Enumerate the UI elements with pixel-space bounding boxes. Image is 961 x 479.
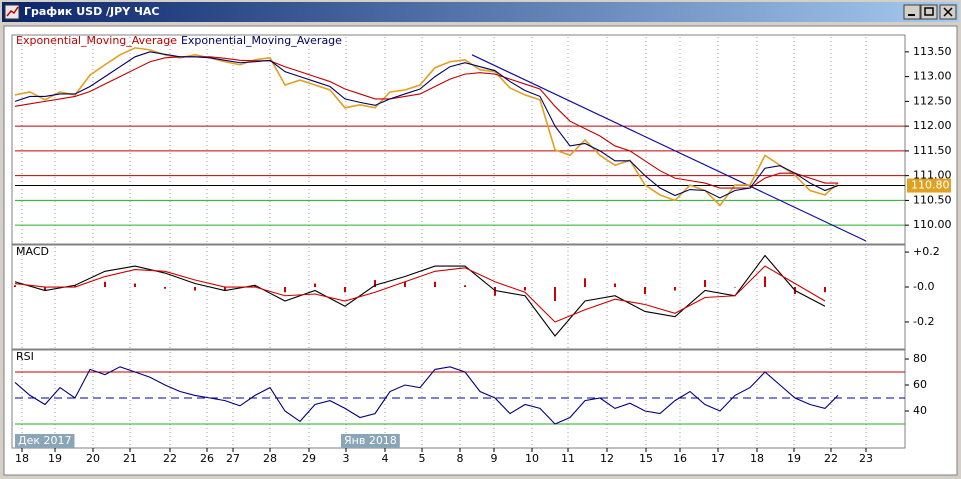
y-tick-label: +0.2 <box>913 245 940 258</box>
series-line <box>14 56 838 189</box>
title-bar <box>2 2 959 22</box>
histogram-bar <box>254 285 256 288</box>
histogram-bar <box>584 278 586 288</box>
y-tick-label: 40 <box>913 404 927 417</box>
series-line <box>14 265 826 323</box>
histogram-bar <box>704 280 706 288</box>
maximize-button[interactable] <box>920 4 938 20</box>
histogram-bar <box>134 283 136 288</box>
minimize-button[interactable] <box>903 4 921 20</box>
last-value-box <box>907 178 951 193</box>
histogram-bar <box>74 285 76 288</box>
x-tick-label: 12 <box>600 452 614 465</box>
window-buttons[interactable] <box>903 4 957 20</box>
y-tick-label: -0.0 <box>913 280 934 293</box>
x-tick-label: 23 <box>859 452 873 465</box>
y-tick-label: 112.00 <box>913 119 952 132</box>
app-icon-line <box>6 6 19 17</box>
histogram-bar <box>524 287 526 291</box>
histogram-bar <box>494 287 496 296</box>
y-tick-label: -0.2 <box>913 315 934 328</box>
panel <box>11 34 906 245</box>
x-tick-label: 22 <box>163 452 177 465</box>
histogram-bar <box>194 287 196 291</box>
x-tick-label: 18 <box>15 452 29 465</box>
x-tick-label: 28 <box>263 452 277 465</box>
series-line <box>14 254 826 337</box>
chart-area <box>3 25 958 476</box>
x-tick-label: 18 <box>750 452 764 465</box>
histogram-bar <box>614 283 616 288</box>
period-label: Дек 2017 <box>18 434 72 447</box>
x-tick-label: 22 <box>824 452 838 465</box>
legend-entry: Exponential_Moving_Average <box>16 34 177 47</box>
trendline <box>471 54 867 242</box>
histogram-bar <box>284 287 286 293</box>
x-tick-label: 21 <box>123 452 137 465</box>
x-tick-label: 10 <box>525 452 539 465</box>
histogram-bar <box>404 281 406 288</box>
y-tick-label: 113.50 <box>913 45 952 58</box>
x-tick-label: 19 <box>787 452 801 465</box>
y-tick-label: 112.50 <box>913 94 952 107</box>
histogram-bar <box>224 287 226 291</box>
histogram-bar <box>44 287 46 291</box>
histogram-bar <box>764 276 766 288</box>
x-tick-label: 8 <box>457 452 464 465</box>
series-line <box>14 47 839 207</box>
series-line <box>14 366 839 425</box>
series-line <box>14 51 839 199</box>
x-tick-label: 5 <box>419 452 426 465</box>
period-label-box <box>15 434 75 448</box>
histogram-bar <box>734 287 736 288</box>
x-tick-label: 11 <box>561 452 575 465</box>
x-tick-label: 27 <box>226 452 240 465</box>
histogram-bar <box>164 287 166 289</box>
y-tick-label: 60 <box>913 378 927 391</box>
histogram-bar <box>464 285 466 288</box>
panel <box>11 244 906 350</box>
histogram-bar <box>434 281 436 288</box>
period-label-box <box>341 434 400 448</box>
histogram-bar <box>314 283 316 288</box>
histogram-bar <box>344 287 346 293</box>
x-tick-label: 3 <box>343 452 350 465</box>
y-tick-label: 113.00 <box>913 70 952 83</box>
histogram-bar <box>674 287 676 291</box>
y-tick-label: 110.00 <box>913 218 952 231</box>
y-tick-label: 111.50 <box>913 144 952 157</box>
window-title: График USD /JPY ЧАС <box>24 5 159 18</box>
close-icon <box>943 7 953 17</box>
histogram-bar <box>824 287 826 293</box>
x-tick-label: 9 <box>491 452 498 465</box>
x-tick-label: 4 <box>382 452 389 465</box>
y-tick-label: 80 <box>913 352 927 365</box>
x-tick-label: 16 <box>673 452 687 465</box>
histogram-bar <box>14 285 16 288</box>
histogram-bar <box>644 287 646 295</box>
x-tick-label: 19 <box>48 452 62 465</box>
legend-entry: Exponential_Moving_Average <box>181 34 342 47</box>
x-tick-label: 17 <box>711 452 725 465</box>
maximize-icon <box>924 7 934 16</box>
x-tick-label: 20 <box>86 452 100 465</box>
panel-title: MACD <box>16 245 49 258</box>
x-tick-label: 29 <box>302 452 316 465</box>
x-tick-label: 26 <box>200 452 214 465</box>
y-tick-label: 111.00 <box>913 169 952 182</box>
x-tick-label: 15 <box>639 452 653 465</box>
panel <box>11 349 906 449</box>
y-tick-label: 110.50 <box>913 193 952 206</box>
panel-title: RSI <box>16 350 34 363</box>
histogram-bar <box>104 281 106 288</box>
last-value-label: 110.80 <box>911 179 950 192</box>
histogram-bar <box>554 287 556 301</box>
histogram-bar <box>374 280 376 288</box>
period-label: Янв 2018 <box>344 434 397 447</box>
